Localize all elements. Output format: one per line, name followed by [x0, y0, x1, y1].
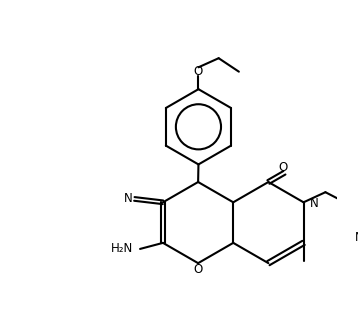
Text: O: O — [278, 161, 287, 174]
Text: O: O — [193, 263, 203, 276]
Text: O: O — [194, 65, 203, 78]
Text: N: N — [310, 198, 318, 210]
Text: H₂N: H₂N — [110, 242, 133, 255]
Text: N: N — [124, 192, 133, 205]
Text: N: N — [355, 231, 358, 244]
